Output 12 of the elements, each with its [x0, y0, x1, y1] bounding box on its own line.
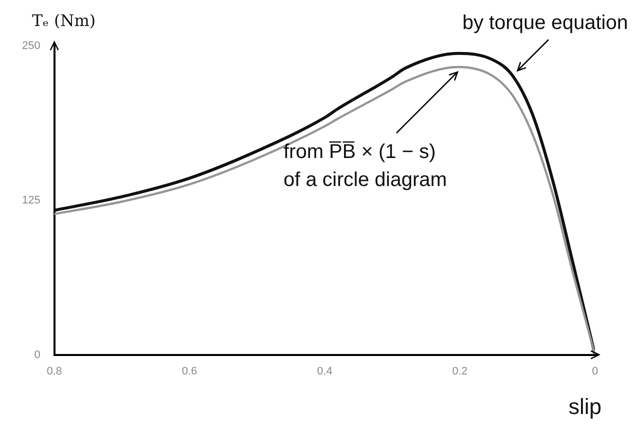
x-tick-label: 0.2 — [452, 365, 468, 378]
x-tick-label: 0.6 — [182, 365, 198, 378]
x-tick-label: 0 — [592, 365, 598, 378]
annotation: from P̅B̅ × (1 − s) of a circle diagram — [283, 141, 447, 191]
y-axis-title: Tₑ (Nm) — [32, 11, 96, 30]
y-tick-label: 0 — [34, 348, 40, 361]
x-tick-label: 0.8 — [46, 365, 62, 378]
y-tick-label: 250 — [22, 40, 40, 52]
x-axis-title: slip — [568, 394, 602, 419]
y-tick-label: 125 — [22, 194, 40, 206]
x-tick-label: 0.4 — [317, 365, 332, 378]
annotation: by torque equation — [462, 12, 628, 34]
